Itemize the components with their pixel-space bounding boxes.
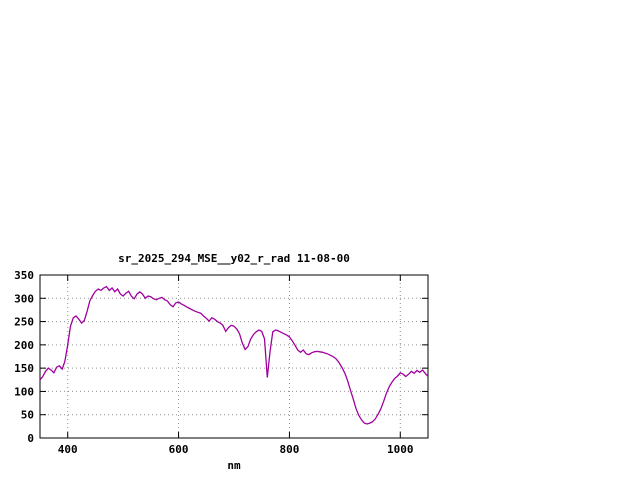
- y-tick-label: 200: [14, 339, 34, 352]
- x-tick-label: 400: [58, 443, 78, 456]
- y-tick-label: 250: [14, 316, 34, 329]
- plot-border: [39, 274, 429, 439]
- chart-title: sr_2025_294_MSE__y02_r_rad 11-08-00: [118, 252, 350, 265]
- y-tick-label: 100: [14, 385, 34, 398]
- x-tick-label: 600: [169, 443, 189, 456]
- y-tick-label: 50: [21, 409, 34, 422]
- x-tick-label: 800: [279, 443, 299, 456]
- x-tick-label: 1000: [387, 443, 414, 456]
- y-tick-label: 350: [14, 269, 34, 282]
- y-tick-label: 300: [14, 292, 34, 305]
- series-line: [39, 285, 429, 425]
- y-tick-label: 150: [14, 362, 34, 375]
- x-axis-label: nm: [227, 459, 241, 472]
- y-tick-label: 0: [27, 432, 34, 445]
